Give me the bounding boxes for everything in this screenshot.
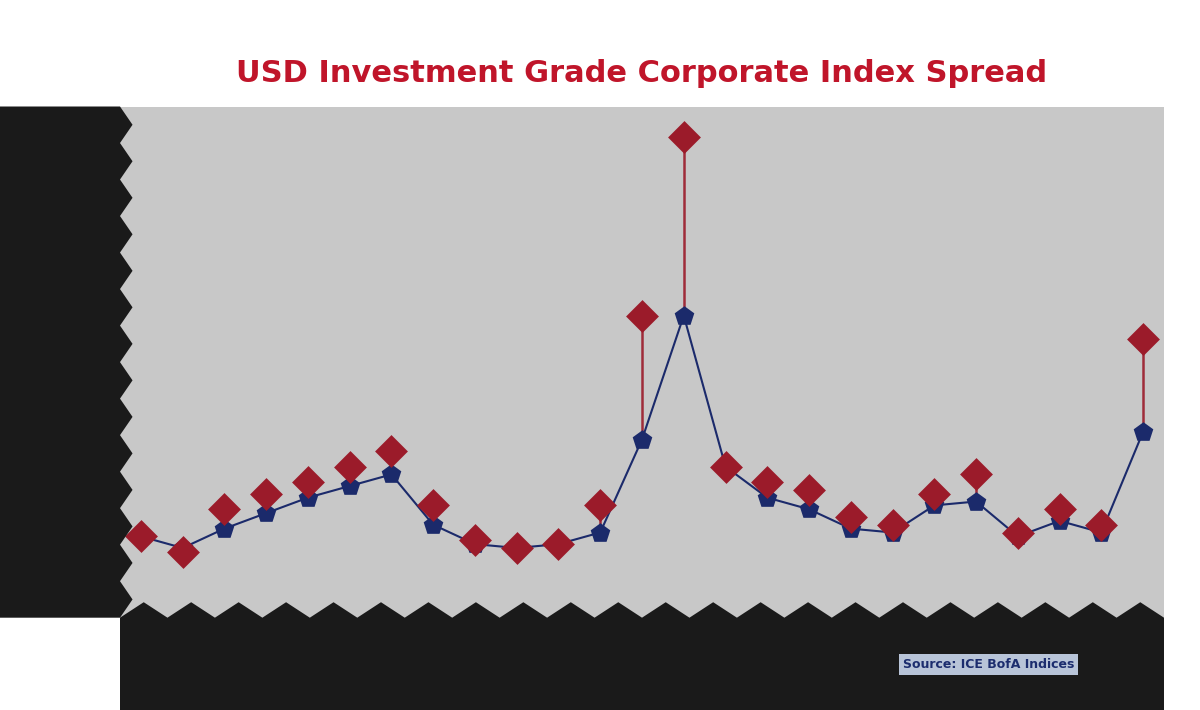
- Point: [674, 132, 694, 143]
- Point: [466, 535, 485, 546]
- Point: [257, 488, 276, 499]
- Point: [215, 503, 234, 515]
- Point: [716, 461, 736, 472]
- Point: [424, 519, 443, 530]
- Text: Source: ICE BofA Indices: Source: ICE BofA Indices: [902, 658, 1074, 671]
- Point: [757, 476, 776, 488]
- Point: [966, 469, 985, 480]
- Point: [340, 481, 359, 492]
- Point: [1008, 527, 1027, 538]
- Point: [632, 434, 652, 445]
- Point: [1008, 530, 1027, 542]
- Point: [1092, 527, 1111, 538]
- Point: [548, 538, 568, 550]
- Point: [841, 511, 860, 523]
- Point: [508, 542, 527, 554]
- Point: [257, 508, 276, 519]
- Point: [382, 445, 401, 457]
- Point: [883, 527, 902, 538]
- Point: [1134, 426, 1153, 437]
- Point: [340, 461, 359, 472]
- Point: [716, 461, 736, 472]
- Point: [883, 519, 902, 530]
- Point: [841, 523, 860, 535]
- Point: [299, 492, 318, 503]
- Point: [925, 488, 944, 499]
- Point: [382, 469, 401, 480]
- Point: [632, 310, 652, 322]
- Polygon shape: [0, 106, 132, 618]
- Point: [466, 538, 485, 550]
- Point: [131, 530, 150, 542]
- Point: [215, 523, 234, 535]
- Point: [590, 500, 610, 511]
- Point: [757, 492, 776, 503]
- Point: [508, 542, 527, 554]
- Point: [131, 530, 150, 542]
- Point: [299, 476, 318, 488]
- Point: [173, 542, 192, 554]
- Point: [424, 500, 443, 511]
- Point: [966, 496, 985, 507]
- Point: [674, 310, 694, 322]
- Point: [925, 500, 944, 511]
- Point: [1092, 519, 1111, 530]
- Point: [1050, 503, 1069, 515]
- Point: [548, 538, 568, 550]
- Title: USD Investment Grade Corporate Index Spread: USD Investment Grade Corporate Index Spr…: [236, 58, 1048, 87]
- Point: [590, 527, 610, 538]
- Polygon shape: [120, 602, 1164, 710]
- Point: [799, 484, 818, 496]
- Point: [799, 503, 818, 515]
- Point: [173, 546, 192, 557]
- Point: [1050, 515, 1069, 527]
- Point: [1134, 333, 1153, 344]
